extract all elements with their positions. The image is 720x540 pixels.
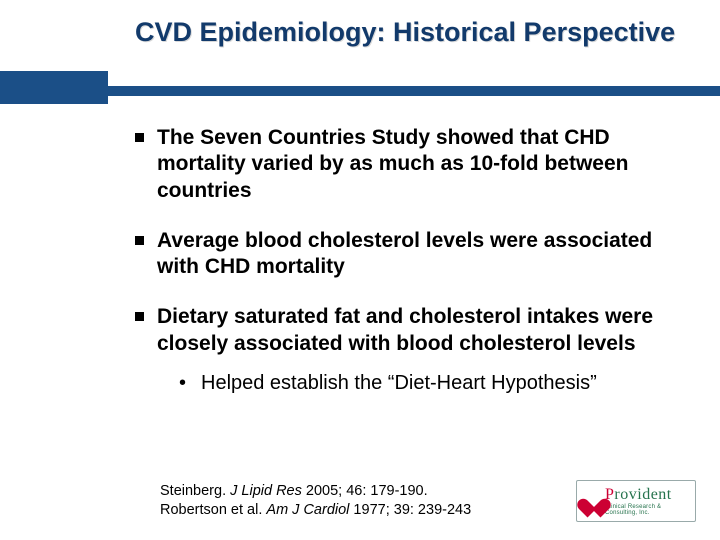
ref-rest: 2005; 46: 179-190. [302,483,428,499]
ref-author: Robertson et al. [160,502,266,518]
provident-logo: Provident Clinical Research & Consulting… [576,480,696,522]
header-accent-strip [108,86,720,96]
logo-tagline: Clinical Research & Consulting, Inc. [605,504,689,516]
reference-line: Steinberg. J Lipid Res 2005; 46: 179-190… [160,482,471,501]
bullet-marker-icon: • [179,371,186,396]
references: Steinberg. J Lipid Res 2005; 46: 179-190… [160,482,471,520]
heart-icon [583,491,601,511]
ref-journal: J Lipid Res [230,483,302,499]
bullet-item: Dietary saturated fat and cholesterol in… [135,304,680,396]
bullet-item: The Seven Countries Study showed that CH… [135,125,680,204]
bullet-item: Average blood cholesterol levels were as… [135,228,680,281]
ref-rest: 1977; 39: 239-243 [349,502,471,518]
logo-text: Provident Clinical Research & Consulting… [605,487,689,516]
bullet-text: Dietary saturated fat and cholesterol in… [157,305,653,354]
sub-bullet-text: Helped establish the “Diet-Heart Hypothe… [201,372,597,394]
header-accent-block [0,71,108,104]
ref-journal: Am J Cardiol [266,502,349,518]
slide-title: CVD Epidemiology: Historical Perspective [135,16,690,48]
logo-name: Provident [605,487,689,503]
header: CVD Epidemiology: Historical Perspective [0,0,720,104]
logo-rest: rovident [614,486,671,503]
content-area: The Seven Countries Study showed that CH… [135,125,680,420]
slide: CVD Epidemiology: Historical Perspective… [0,0,720,540]
ref-author: Steinberg. [160,483,226,499]
reference-line: Robertson et al. Am J Cardiol 1977; 39: … [160,501,471,520]
sub-bullet-item: • Helped establish the “Diet-Heart Hypot… [179,371,680,396]
